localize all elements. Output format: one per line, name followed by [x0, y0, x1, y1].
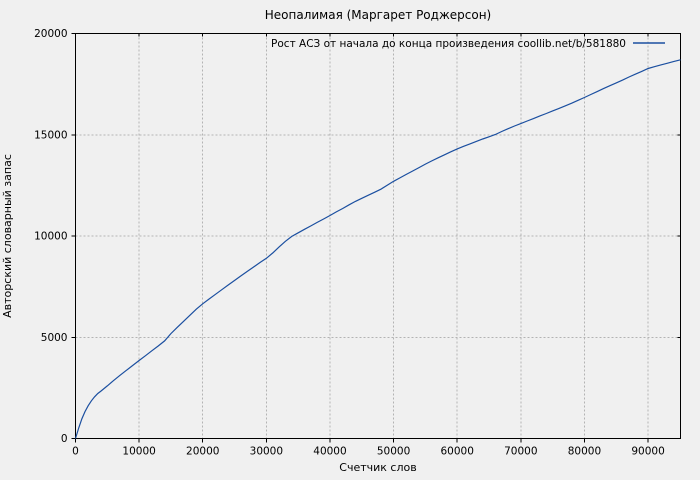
x-tick-label: 90000 — [631, 446, 664, 458]
data-series — [74, 59, 681, 439]
legend-label: Рост АСЗ от начала до конца произведения… — [271, 38, 626, 50]
chart-title: Неопалимая (Маргарет Роджерсон) — [265, 8, 491, 22]
x-tick-label: 80000 — [568, 446, 601, 458]
y-axis-label: Авторский словарный запас — [1, 154, 14, 318]
x-tick-label: 60000 — [441, 446, 474, 458]
grid-lines — [75, 33, 681, 439]
plot-border — [75, 33, 681, 439]
x-axis-label: Счетчик слов — [339, 461, 416, 474]
x-tick-label: 10000 — [122, 446, 155, 458]
y-tick-label: 10000 — [34, 231, 67, 243]
x-tick-label: 50000 — [377, 446, 410, 458]
x-tick-label: 30000 — [250, 446, 283, 458]
data-line — [74, 59, 681, 439]
y-tick-label: 0 — [61, 433, 68, 445]
x-tick-label: 20000 — [186, 446, 219, 458]
legend: Рост АСЗ от начала до конца произведения… — [271, 38, 665, 50]
tick-labels: 0 10000 20000 30000 40000 50000 60000 70000 8000… — [34, 28, 665, 458]
y-tick-label: 15000 — [34, 129, 67, 141]
x-tick-label: 70000 — [504, 446, 537, 458]
y-tick-label: 5000 — [41, 332, 68, 344]
x-tick-label: 0 — [72, 446, 79, 458]
y-tick-label: 20000 — [34, 28, 67, 40]
x-tick-label: 40000 — [313, 446, 346, 458]
